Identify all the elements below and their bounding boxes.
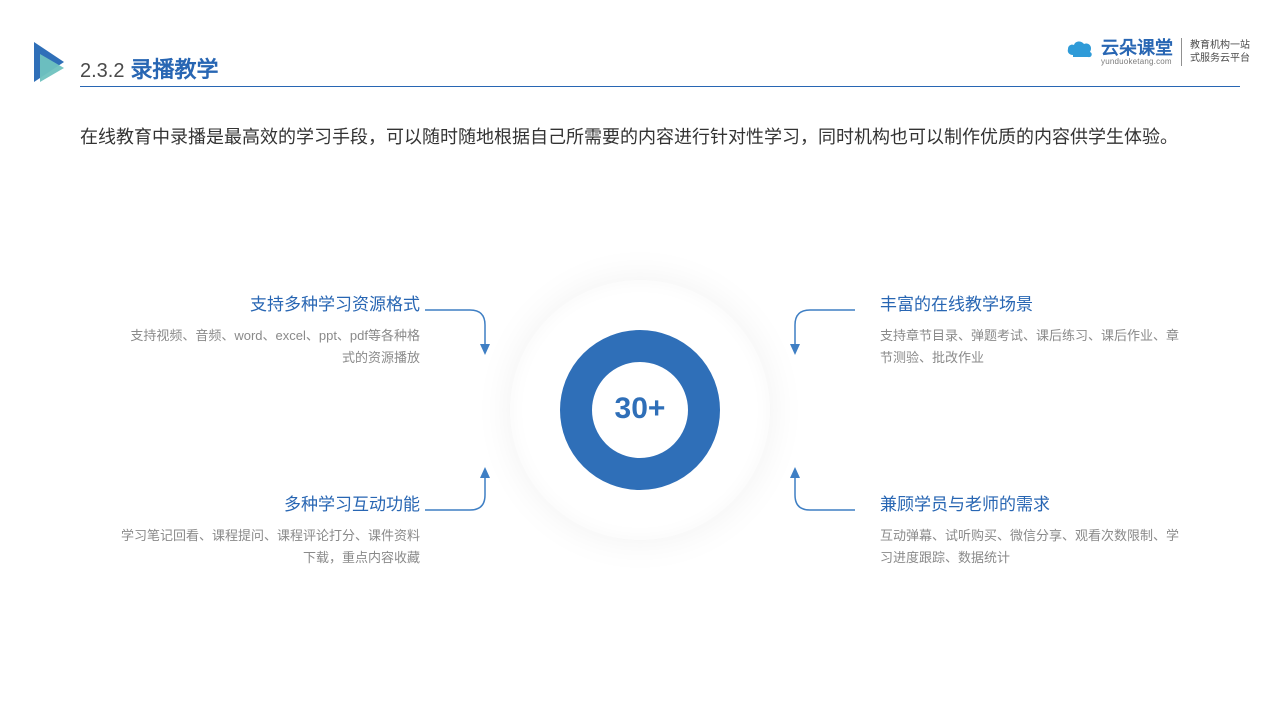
center-number: 30+: [600, 392, 680, 426]
feature-desc: 学习笔记回看、课程提问、课程评论打分、课件资料下载，重点内容收藏: [120, 525, 420, 569]
tagline-line-1: 教育机构一站: [1190, 39, 1250, 52]
feature-bottom-left: 多种学习互动功能 学习笔记回看、课程提问、课程评论打分、课件资料下载，重点内容收…: [120, 490, 420, 569]
intro-paragraph: 在线教育中录播是最高效的学习手段，可以随时随地根据自己所需要的内容进行针对性学习…: [80, 120, 1200, 154]
brand-text: 云朵课堂 yunduoketang.com: [1101, 39, 1173, 66]
feature-title: 支持多种学习资源格式: [120, 290, 420, 315]
feature-desc: 支持视频、音频、word、excel、ppt、pdf等各种格式的资源播放: [120, 325, 420, 369]
feature-title: 多种学习互动功能: [120, 490, 420, 515]
section-heading: 2.3.2 录播教学: [80, 52, 219, 84]
feature-top-right: 丰富的在线教学场景 支持章节目录、弹题考试、课后练习、课后作业、章节测验、批改作…: [880, 290, 1180, 369]
section-number: 2.3.2: [80, 60, 124, 83]
brand-domain: yunduoketang.com: [1101, 57, 1173, 66]
brand-name: 云朵课堂: [1101, 39, 1173, 57]
brand-logo: 云朵课堂 yunduoketang.com 教育机构一站 式服务云平台: [1065, 38, 1250, 66]
heading-underline: [80, 86, 1240, 87]
feature-bottom-right: 兼顾学员与老师的需求 互动弹幕、试听购买、微信分享、观看次数限制、学习进度跟踪、…: [880, 490, 1180, 569]
section-title: 录播教学: [130, 52, 218, 84]
play-triangles-icon: [30, 40, 74, 89]
brand-separator: [1181, 38, 1182, 66]
feature-desc: 互动弹幕、试听购买、微信分享、观看次数限制、学习进度跟踪、数据统计: [880, 525, 1180, 569]
brand-tagline: 教育机构一站 式服务云平台: [1190, 39, 1250, 65]
feature-desc: 支持章节目录、弹题考试、课后练习、课后作业、章节测验、批改作业: [880, 325, 1180, 369]
feature-top-left: 支持多种学习资源格式 支持视频、音频、word、excel、ppt、pdf等各种…: [120, 290, 420, 369]
feature-diagram: 30+ 支持多种学习资源格式 支持视频、音频、word、excel、ppt、pd…: [0, 240, 1280, 640]
cloud-icon: [1065, 39, 1095, 66]
feature-title: 丰富的在线教学场景: [880, 290, 1180, 315]
slide-header: 2.3.2 录播教学 云朵课堂 yunduoketang.com 教育机构一站 …: [0, 30, 1280, 90]
tagline-line-2: 式服务云平台: [1190, 52, 1250, 65]
feature-title: 兼顾学员与老师的需求: [880, 490, 1180, 515]
